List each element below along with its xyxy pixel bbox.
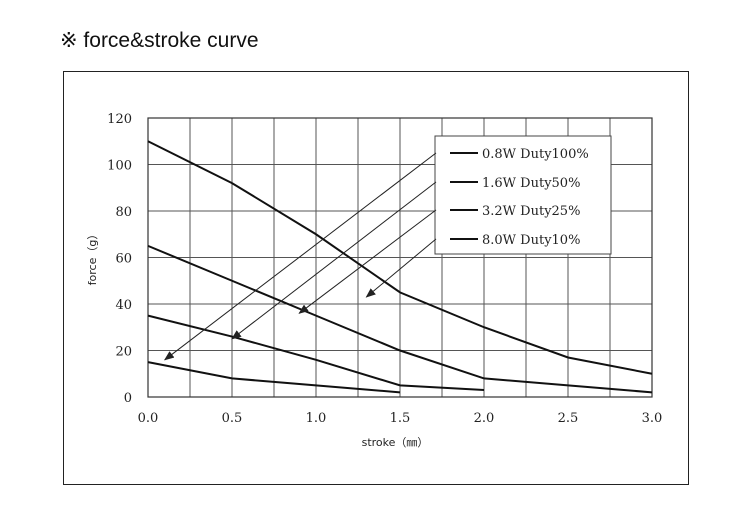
chart-heading: ※ force&stroke curve (60, 29, 259, 52)
y-tick-label: 40 (115, 298, 132, 313)
x-tick-label: 2.0 (474, 411, 495, 426)
legend-arrow-4 (365, 238, 437, 298)
series-line-1 (147, 361, 401, 394)
legend-arrow-3 (298, 209, 437, 314)
y-tick-label: 0 (124, 391, 132, 406)
x-tick-label: 1.5 (390, 411, 411, 426)
legend-arrow-1 (164, 152, 437, 361)
y-tick-label: 20 (115, 345, 132, 360)
y-tick-label: 60 (115, 252, 132, 267)
x-tick-label: 0.0 (138, 411, 159, 426)
series-line-3 (147, 244, 653, 394)
x-tick-label: 3.0 (642, 411, 663, 426)
series-line-4 (147, 140, 653, 375)
chart-frame (63, 71, 689, 485)
x-axis-label: stroke（㎜） (362, 436, 429, 449)
y-tick-label: 120 (107, 112, 132, 127)
plot-area-border (147, 117, 653, 398)
legend-label-1: 0.8W Duty100% (482, 147, 589, 162)
x-tick-label: 1.0 (306, 411, 327, 426)
legend-label-4: 8.0W Duty10% (482, 233, 580, 248)
legend-arrow-2 (231, 181, 437, 340)
legend-box (434, 135, 612, 255)
y-tick-label: 100 (107, 159, 132, 174)
x-tick-label: 2.5 (558, 411, 579, 426)
y-tick-label: 80 (115, 205, 132, 220)
x-tick-label: 0.5 (222, 411, 243, 426)
y-axis-label: force（g） (86, 229, 99, 286)
legend-label-2: 1.6W Duty50% (482, 176, 580, 191)
legend-label-3: 3.2W Duty25% (482, 204, 580, 219)
